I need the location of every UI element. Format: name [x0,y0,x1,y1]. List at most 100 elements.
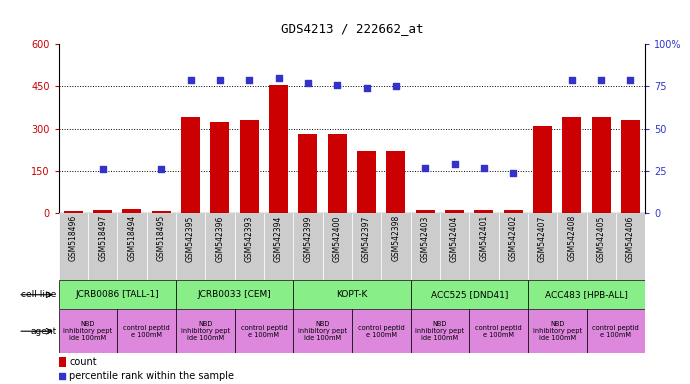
Text: GSM518497: GSM518497 [98,215,107,262]
Text: GSM542408: GSM542408 [567,215,576,262]
Bar [382,213,411,280]
Bar [411,213,440,280]
Bar [59,213,88,280]
Bar [499,213,528,280]
Bar [122,209,141,213]
Point [625,76,636,83]
Text: GSM542394: GSM542394 [274,215,283,262]
Text: GSM542397: GSM542397 [362,215,371,262]
Bar [235,213,264,280]
Text: JCRB0086 [TALL-1]: JCRB0086 [TALL-1] [75,290,159,299]
Bar [264,213,293,280]
Point [244,76,255,83]
Text: control peptid
e 100mM: control peptid e 100mM [358,325,404,338]
Bar [269,85,288,213]
Point [566,76,578,83]
Bar [352,309,411,353]
Point [97,166,108,172]
Point [332,82,343,88]
Text: control peptid
e 100mM: control peptid e 100mM [241,325,287,338]
Bar [528,309,586,353]
Text: NBD
inhibitory pept
ide 100mM: NBD inhibitory pept ide 100mM [415,321,464,341]
Text: control peptid
e 100mM: control peptid e 100mM [593,325,639,338]
Text: GSM542395: GSM542395 [186,215,195,262]
Bar [117,309,176,353]
Bar [386,151,406,213]
Text: GSM542403: GSM542403 [421,215,430,262]
Bar [323,213,352,280]
Text: GSM542407: GSM542407 [538,215,547,262]
Text: agent: agent [30,327,57,336]
Bar [176,309,235,353]
Text: GSM542398: GSM542398 [391,215,400,262]
Bar [152,211,171,213]
Text: GSM542404: GSM542404 [450,215,459,262]
Bar [93,210,112,213]
Bar [293,309,352,353]
Text: GSM542393: GSM542393 [245,215,254,262]
Bar [176,213,206,280]
Bar [469,309,528,353]
Bar [352,213,381,280]
Bar [88,213,117,280]
Bar [586,213,616,280]
Point [391,83,402,89]
Text: control peptid
e 100mM: control peptid e 100mM [475,325,522,338]
Bar [328,134,347,213]
Text: JCRB0033 [CEM]: JCRB0033 [CEM] [198,290,271,299]
Bar [504,210,523,213]
Text: ACC483 [HPB-ALL]: ACC483 [HPB-ALL] [545,290,628,299]
Text: count: count [69,357,97,367]
Text: GSM518496: GSM518496 [69,215,78,262]
Bar [533,126,552,213]
Bar [181,118,200,213]
Text: GSM542396: GSM542396 [215,215,224,262]
Point [478,164,489,170]
Bar [621,120,640,213]
Point [449,161,460,167]
Bar [176,280,293,309]
Point [57,372,68,379]
Text: cell line: cell line [21,290,57,299]
Point [185,76,196,83]
Bar [239,120,259,213]
Point [508,169,519,175]
Text: percentile rank within the sample: percentile rank within the sample [69,371,234,381]
Bar [469,213,499,280]
Point [595,76,607,83]
Bar [357,151,376,213]
Text: NBD
inhibitory pept
ide 100mM: NBD inhibitory pept ide 100mM [533,321,582,341]
Bar [63,211,83,213]
Text: GSM542400: GSM542400 [333,215,342,262]
Point [420,164,431,170]
Text: GDS4213 / 222662_at: GDS4213 / 222662_at [281,22,423,35]
Point [273,75,284,81]
Text: ACC525 [DND41]: ACC525 [DND41] [431,290,508,299]
Text: NBD
inhibitory pept
ide 100mM: NBD inhibitory pept ide 100mM [298,321,347,341]
Bar [411,309,469,353]
Text: KOPT-K: KOPT-K [336,290,368,299]
Bar [59,280,176,309]
Bar [298,134,317,213]
Bar [562,118,582,213]
Bar [59,309,117,353]
Text: NBD
inhibitory pept
ide 100mM: NBD inhibitory pept ide 100mM [63,321,112,341]
Bar [117,213,147,280]
Bar [411,280,528,309]
Text: NBD
inhibitory pept
ide 100mM: NBD inhibitory pept ide 100mM [181,321,230,341]
Bar [206,213,235,280]
Point [156,166,167,172]
Text: GSM542402: GSM542402 [509,215,518,262]
Bar [440,213,469,280]
Text: GSM542406: GSM542406 [626,215,635,262]
Bar [235,309,293,353]
Bar [616,213,645,280]
Bar [293,280,411,309]
Text: GSM542405: GSM542405 [597,215,606,262]
Point [302,80,313,86]
Bar [586,309,645,353]
Text: GSM542399: GSM542399 [304,215,313,262]
Text: control peptid
e 100mM: control peptid e 100mM [124,325,170,338]
Bar [445,210,464,213]
Text: GSM542401: GSM542401 [480,215,489,262]
